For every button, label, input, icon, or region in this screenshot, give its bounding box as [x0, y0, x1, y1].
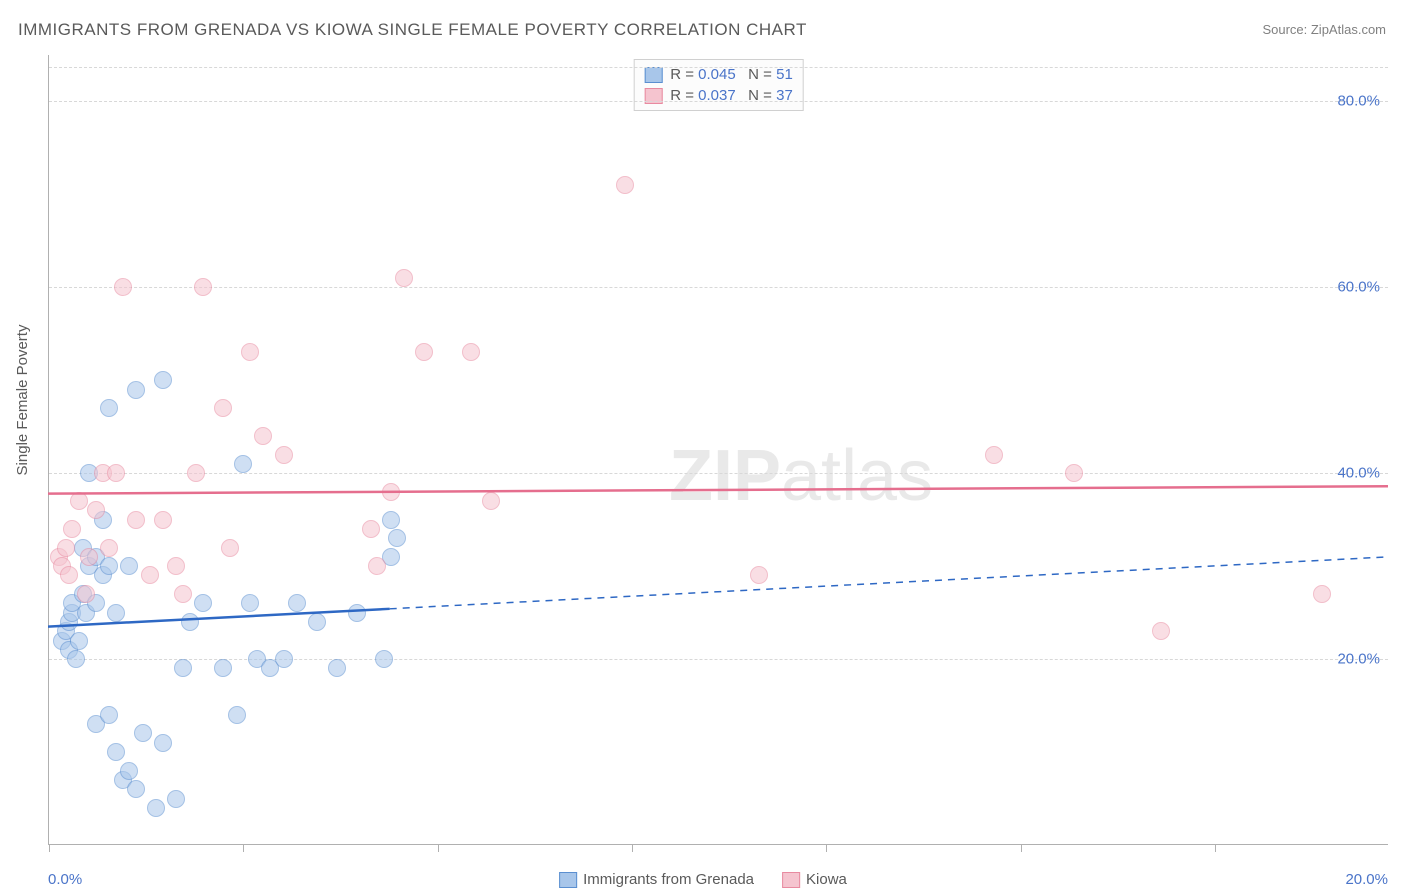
- x-tick: [243, 844, 244, 852]
- legend-swatch: [782, 872, 800, 888]
- data-point: [77, 585, 95, 603]
- data-point: [107, 604, 125, 622]
- y-tick-label: 20.0%: [1337, 651, 1380, 668]
- data-point: [194, 278, 212, 296]
- y-tick-label: 60.0%: [1337, 279, 1380, 296]
- y-axis-label: Single Female Poverty: [14, 325, 31, 476]
- legend-stats: R = 0.045 N = 51: [670, 66, 793, 83]
- data-point: [382, 511, 400, 529]
- data-point: [70, 492, 88, 510]
- source-attribution: Source: ZipAtlas.com: [1262, 22, 1386, 37]
- data-point: [616, 176, 634, 194]
- data-point: [154, 371, 172, 389]
- plot-area: ZIPatlas R = 0.045 N = 51 R = 0.037 N = 3…: [48, 55, 1388, 845]
- data-point: [154, 511, 172, 529]
- data-point: [275, 650, 293, 668]
- data-point: [114, 278, 132, 296]
- data-point: [187, 464, 205, 482]
- data-point: [141, 566, 159, 584]
- x-axis-min-label: 0.0%: [48, 871, 82, 888]
- gridline: [49, 473, 1388, 474]
- y-tick-label: 40.0%: [1337, 465, 1380, 482]
- data-point: [107, 464, 125, 482]
- legend-swatch: [644, 67, 662, 83]
- data-point: [127, 780, 145, 798]
- data-point: [1152, 622, 1170, 640]
- data-point: [395, 269, 413, 287]
- data-point: [750, 566, 768, 584]
- data-point: [100, 539, 118, 557]
- x-tick: [438, 844, 439, 852]
- data-point: [67, 650, 85, 668]
- data-point: [120, 762, 138, 780]
- data-point: [100, 557, 118, 575]
- legend-series: Immigrants from Grenada Kiowa: [559, 871, 847, 888]
- data-point: [1313, 585, 1331, 603]
- data-point: [167, 557, 185, 575]
- data-point: [241, 343, 259, 361]
- data-point: [87, 501, 105, 519]
- data-point: [288, 594, 306, 612]
- data-point: [985, 446, 1003, 464]
- data-point: [415, 343, 433, 361]
- data-point: [181, 613, 199, 631]
- data-point: [214, 659, 232, 677]
- data-point: [57, 539, 75, 557]
- data-point: [348, 604, 366, 622]
- data-point: [388, 529, 406, 547]
- data-point: [275, 446, 293, 464]
- data-point: [194, 594, 212, 612]
- data-point: [147, 799, 165, 817]
- data-point: [362, 520, 380, 538]
- data-point: [127, 381, 145, 399]
- data-point: [70, 632, 88, 650]
- data-point: [60, 566, 78, 584]
- x-tick: [826, 844, 827, 852]
- data-point: [328, 659, 346, 677]
- data-point: [462, 343, 480, 361]
- legend-item: Kiowa: [782, 871, 847, 888]
- x-tick: [632, 844, 633, 852]
- data-point: [254, 427, 272, 445]
- data-point: [174, 659, 192, 677]
- data-point: [120, 557, 138, 575]
- data-point: [368, 557, 386, 575]
- data-point: [221, 539, 239, 557]
- x-axis-max-label: 20.0%: [1345, 871, 1388, 888]
- data-point: [154, 734, 172, 752]
- gridline: [49, 101, 1388, 102]
- data-point: [308, 613, 326, 631]
- data-point: [214, 399, 232, 417]
- data-point: [107, 743, 125, 761]
- data-point: [241, 594, 259, 612]
- y-tick-label: 80.0%: [1337, 93, 1380, 110]
- data-point: [382, 483, 400, 501]
- data-point: [100, 399, 118, 417]
- data-point: [100, 706, 118, 724]
- legend-row: R = 0.037 N = 37: [644, 85, 793, 106]
- x-tick: [1021, 844, 1022, 852]
- data-point: [228, 706, 246, 724]
- gridline: [49, 67, 1388, 68]
- data-point: [174, 585, 192, 603]
- data-point: [234, 455, 252, 473]
- data-point: [482, 492, 500, 510]
- data-point: [134, 724, 152, 742]
- chart-title: IMMIGRANTS FROM GRENADA VS KIOWA SINGLE …: [18, 20, 807, 40]
- legend-swatch: [559, 872, 577, 888]
- x-tick: [1215, 844, 1216, 852]
- data-point: [1065, 464, 1083, 482]
- watermark: ZIPatlas: [669, 435, 933, 517]
- gridline: [49, 287, 1388, 288]
- legend-label: Kiowa: [806, 871, 847, 888]
- x-tick: [49, 844, 50, 852]
- legend-item: Immigrants from Grenada: [559, 871, 754, 888]
- data-point: [167, 790, 185, 808]
- data-point: [375, 650, 393, 668]
- data-point: [80, 548, 98, 566]
- legend-label: Immigrants from Grenada: [583, 871, 754, 888]
- data-point: [63, 520, 81, 538]
- data-point: [127, 511, 145, 529]
